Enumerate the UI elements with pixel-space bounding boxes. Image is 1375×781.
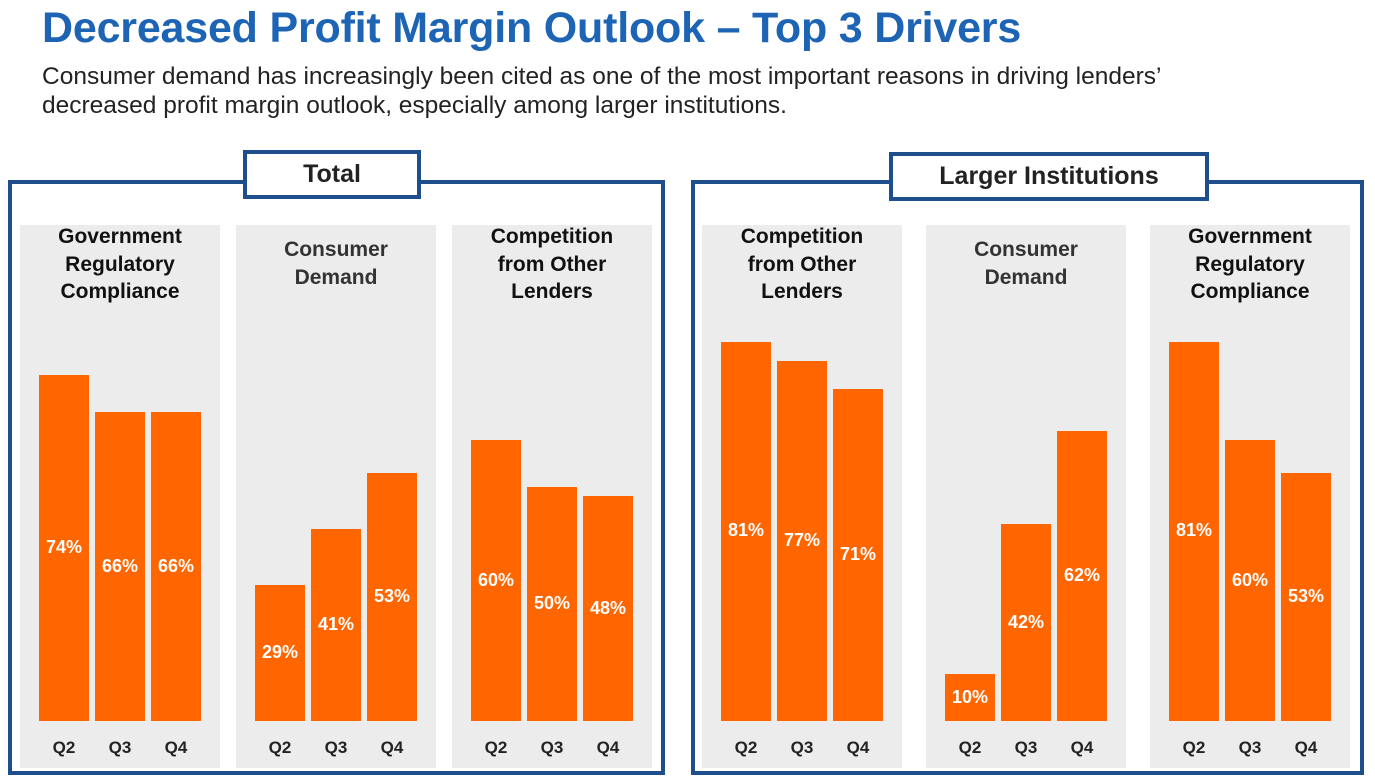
data-label: 74%	[45, 536, 83, 557]
x-tick-label: Q4	[1070, 738, 1094, 757]
x-tick-label: Q2	[52, 738, 76, 757]
panel-title-line: Lenders	[761, 280, 843, 303]
bar-q3: 66%	[95, 412, 145, 721]
bar-q4: 62%	[1057, 430, 1107, 721]
panel-title-line: Lenders	[511, 280, 593, 303]
panel-title: Competition from Other Lenders	[452, 223, 652, 306]
data-label: 66%	[157, 555, 195, 576]
bar-q2: 81%	[721, 341, 771, 721]
data-label: 53%	[373, 585, 411, 606]
bar-q3: 41%	[311, 529, 361, 721]
data-label: 41%	[317, 614, 355, 635]
panel-title-line: from Other	[747, 252, 857, 276]
bar-q4: 48%	[583, 496, 633, 721]
x-tick-label: Q2	[734, 738, 758, 757]
panel-title: Competition from Other Lenders	[702, 223, 902, 306]
panel-title-line: Government	[58, 225, 182, 248]
subtitle-line-2: decreased profit margin outlook, especia…	[42, 92, 787, 119]
bar-q4: 53%	[1281, 472, 1331, 721]
x-tick-label: Q2	[958, 738, 982, 757]
panel-title-line: Compliance	[1190, 280, 1310, 303]
group-title-larger-institutions: Larger Institutions	[889, 152, 1209, 201]
chart-panel-larger-institutions-3: Government Regulatory Compliance 81% Q2 60% Q3…	[1150, 225, 1350, 768]
data-label: 50%	[533, 593, 571, 613]
x-tick-label: Q4	[846, 738, 870, 757]
panel-title-line: Compliance	[60, 280, 180, 303]
subtitle-line-1: Consumer demand has increasingly been ci…	[42, 63, 1162, 90]
group-title-total: Total	[243, 150, 421, 199]
bar-q2: 81%	[1169, 341, 1219, 721]
x-tick-label: Q2	[268, 738, 292, 757]
bar-q2: 74%	[39, 374, 89, 721]
x-tick-label: Q2	[484, 738, 508, 757]
panel-title-line: Consumer	[974, 238, 1078, 261]
x-tick-label: Q3	[790, 738, 814, 757]
bar-q3: 50%	[527, 487, 577, 721]
x-tick-label: Q3	[1014, 738, 1038, 757]
bar-q2: 60%	[471, 440, 521, 721]
data-label: 10%	[951, 686, 989, 707]
chart-panel-larger-institutions-1: Competition from Other Lenders 81% Q2 77% Q3 71…	[702, 225, 902, 768]
data-label: 48%	[589, 597, 627, 618]
data-label: 29%	[261, 642, 299, 663]
chart-panel-total-1: Government Regulatory Compliance 74% Q2 66% Q3…	[20, 225, 220, 768]
data-label: 53%	[1287, 585, 1325, 606]
panel-title-line: Competition	[740, 225, 864, 248]
x-tick-label: Q4	[596, 738, 620, 757]
data-label: 81%	[1175, 520, 1213, 541]
page-title: Decreased Profit Margin Outlook – Top 3 …	[42, 4, 1022, 52]
data-label: 66%	[101, 555, 139, 576]
panel-title-line: from Other	[497, 252, 607, 276]
data-label: 42%	[1007, 611, 1045, 632]
panel-title: Consumer Demand	[926, 236, 1126, 291]
bar-q4: 66%	[151, 412, 201, 721]
chart-panel-larger-institutions-2: Consumer Demand 10% Q2 42% Q3 62% Q4	[926, 225, 1126, 768]
panel-title-line: Regulatory	[65, 252, 175, 276]
bar-q4: 71%	[833, 388, 883, 721]
x-tick-label: Q2	[1182, 738, 1206, 757]
chart-panel-total-3: Competition from Other Lenders 60% Q2 50% Q3 48…	[452, 225, 652, 768]
x-tick-label: Q3	[540, 738, 564, 757]
data-label: 81%	[727, 520, 765, 541]
panel-title: Consumer Demand	[236, 236, 436, 291]
x-tick-label: Q4	[164, 738, 188, 757]
data-label: 60%	[1231, 569, 1269, 590]
panel-title-line: Demand	[984, 265, 1068, 289]
panel-title-line: Demand	[294, 265, 378, 289]
data-label: 60%	[477, 569, 515, 590]
x-tick-label: Q4	[380, 738, 404, 757]
panel-title-line: Regulatory	[1195, 252, 1305, 276]
panel-title: Government Regulatory Compliance	[1150, 223, 1350, 306]
bar-q2: 29%	[255, 585, 305, 721]
panel-title-line: Consumer	[284, 238, 388, 261]
x-tick-label: Q4	[1294, 738, 1318, 757]
panel-title-line: Government	[1188, 225, 1312, 248]
bar-q2: 10%	[945, 674, 995, 721]
bar-q3: 42%	[1001, 524, 1051, 721]
panel-title-line: Competition	[490, 225, 614, 248]
bar-q4: 53%	[367, 472, 417, 721]
data-label: 77%	[783, 529, 821, 550]
bar-q3: 77%	[777, 360, 827, 721]
bar-q3: 60%	[1225, 440, 1275, 721]
chart-panel-total-2: Consumer Demand 29% Q2 41% Q3 53% Q4	[236, 225, 436, 768]
x-tick-label: Q3	[324, 738, 348, 757]
x-tick-label: Q3	[1238, 738, 1262, 757]
data-label: 71%	[839, 543, 877, 564]
panel-title: Government Regulatory Compliance	[20, 223, 220, 306]
page-subtitle: Consumer demand has increasingly been ci…	[42, 62, 1322, 120]
x-tick-label: Q3	[108, 738, 132, 757]
data-label: 62%	[1063, 564, 1101, 585]
